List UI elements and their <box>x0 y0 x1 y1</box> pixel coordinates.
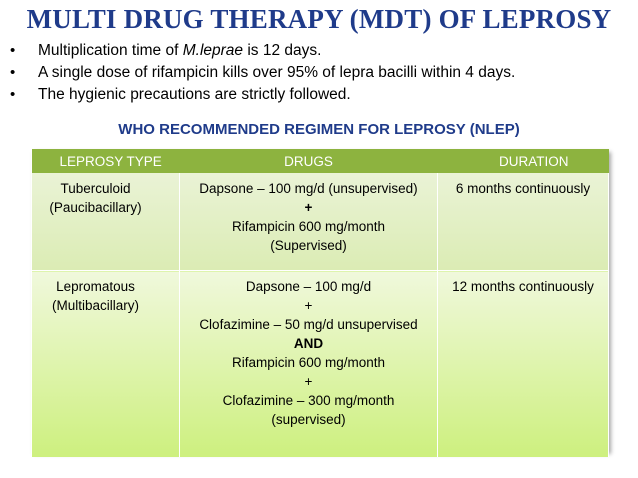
bullet-text: A single dose of rifampicin kills over 9… <box>38 64 516 81</box>
cell-leprosy-type: Lepromatous (Multibacillary) <box>31 270 180 457</box>
bullet-icon: • <box>10 42 16 59</box>
cell-drugs: Dapsone – 100 mg/d (unsupervised) + Rifa… <box>179 173 438 271</box>
regimen-table: LEPROSY TYPE DRUGS DURATION Tuberculoid … <box>31 149 609 457</box>
table-caption: WHO RECOMMENDED REGIMEN FOR LEPROSY (NLE… <box>118 121 520 138</box>
bullet-item: • The hygienic precautions are strictly … <box>10 84 630 106</box>
table-header-row: LEPROSY TYPE DRUGS DURATION <box>31 149 609 173</box>
bullet-list: • Multiplication time of M.leprae is 12 … <box>10 40 630 106</box>
bullet-item: • Multiplication time of M.leprae is 12 … <box>10 40 630 62</box>
regimen-table-container: LEPROSY TYPE DRUGS DURATION Tuberculoid … <box>31 149 609 457</box>
table-row: Tuberculoid (Paucibacillary) Dapsone – 1… <box>31 173 609 271</box>
cell-leprosy-type: Tuberculoid (Paucibacillary) <box>31 173 180 271</box>
cell-drugs: Dapsone – 100 mg/d + Clofazimine – 50 mg… <box>179 270 438 457</box>
header-drugs: DRUGS <box>179 149 438 173</box>
bullet-icon: • <box>10 64 16 81</box>
cell-duration: 12 months continuously <box>437 270 609 457</box>
table-row: Lepromatous (Multibacillary) Dapsone – 1… <box>31 270 609 457</box>
header-leprosy-type: LEPROSY TYPE <box>31 149 180 173</box>
bullet-text: Multiplication time of M.leprae is 12 da… <box>38 42 322 59</box>
bullet-item: • A single dose of rifampicin kills over… <box>10 62 630 84</box>
slide-title: MULTI DRUG THERAPY (MDT) OF LEPROSY <box>26 4 612 34</box>
header-duration: DURATION <box>437 149 609 173</box>
cell-duration: 6 months continuously <box>437 173 609 271</box>
bullet-text: The hygienic precautions are strictly fo… <box>38 86 351 103</box>
bullet-icon: • <box>10 86 16 103</box>
